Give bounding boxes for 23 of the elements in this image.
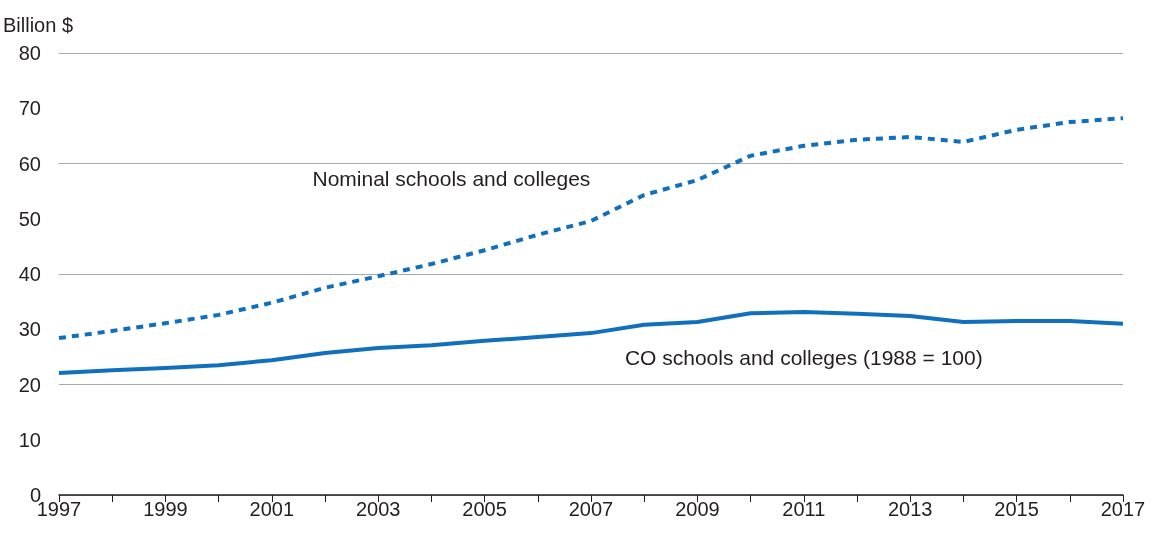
x-tick-label: 2013 xyxy=(887,498,933,520)
x-tick-label: 2015 xyxy=(994,498,1039,520)
x-tick-label: 2009 xyxy=(675,498,720,520)
y-axis-title: Billion $ xyxy=(3,14,74,36)
y-tick-label: 10 xyxy=(18,428,41,451)
x-tick-label: 2005 xyxy=(462,498,507,520)
x-tick-label: 1999 xyxy=(143,498,188,520)
y-tick-label: 60 xyxy=(18,152,41,175)
x-tick-label: 2011 xyxy=(782,498,826,520)
series-label: CO schools and colleges (1988 = 100) xyxy=(624,346,983,370)
y-tick-label: 20 xyxy=(18,373,41,396)
x-tick-label: 2017 xyxy=(1100,498,1146,520)
x-tick-label: 2001 xyxy=(249,498,295,520)
y-tick-label: 30 xyxy=(18,318,41,341)
x-tick-label: 2007 xyxy=(568,498,614,520)
line-series xyxy=(57,310,1125,375)
line-series xyxy=(57,116,1125,341)
y-tick-label: 40 xyxy=(18,263,41,285)
series-label: Nominal schools and colleges xyxy=(312,167,591,191)
y-tick-label: 70 xyxy=(18,97,41,120)
y-tick-label: 80 xyxy=(18,42,41,64)
y-tick-label: 50 xyxy=(18,207,41,230)
x-tick-label: 2003 xyxy=(355,498,401,520)
